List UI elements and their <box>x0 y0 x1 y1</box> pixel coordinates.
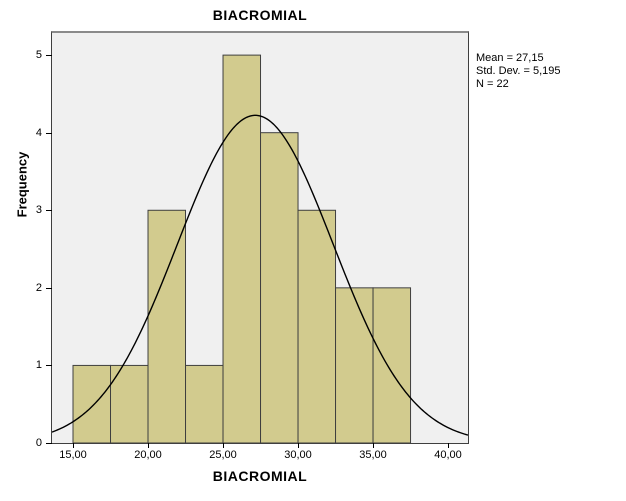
plot-area <box>51 31 469 444</box>
y-tick-mark <box>46 133 52 134</box>
histogram-bar <box>147 209 187 443</box>
stats-box: Mean = 27,15 Std. Dev. = 5,195 N = 22 <box>476 52 561 91</box>
histogram-bar <box>260 132 299 443</box>
y-tick-mark <box>46 288 52 289</box>
y-tick-label: 1 <box>35 359 42 371</box>
histogram-bar <box>335 287 374 443</box>
x-axis-label: BIACROMIAL <box>212 468 308 484</box>
y-tick-label: 3 <box>35 204 42 216</box>
histogram-bar <box>72 364 111 443</box>
stat-std-dev: Std. Dev. = 5,195 <box>476 65 561 77</box>
x-tick-label: 40,00 <box>434 449 462 461</box>
x-tick-mark <box>448 443 449 448</box>
y-tick-mark <box>46 365 52 366</box>
y-tick-label: 4 <box>35 127 42 139</box>
histogram-plot <box>52 54 468 443</box>
y-tick-label: 0 <box>35 437 42 449</box>
x-tick-label: 15,00 <box>59 449 87 461</box>
chart-title: BIACROMIAL <box>212 7 308 23</box>
y-tick-mark <box>46 210 52 211</box>
x-tick-label: 25,00 <box>209 449 237 461</box>
x-tick-label: 35,00 <box>359 449 387 461</box>
y-axis-label: Frequency <box>14 151 30 218</box>
histogram-bar <box>110 364 149 443</box>
histogram-bar <box>185 364 224 443</box>
y-tick-label: 2 <box>35 282 42 294</box>
y-tick-mark <box>46 443 52 444</box>
stat-n: N = 22 <box>476 78 509 90</box>
histogram-bar <box>297 209 337 443</box>
x-tick-label: 20,00 <box>134 449 162 461</box>
y-tick-label: 5 <box>35 49 42 61</box>
histogram-bar <box>222 54 262 443</box>
x-tick-mark <box>223 443 224 448</box>
x-tick-mark <box>148 443 149 448</box>
x-tick-mark <box>373 443 374 448</box>
y-tick-mark <box>46 55 52 56</box>
x-tick-mark <box>298 443 299 448</box>
x-tick-label: 30,00 <box>284 449 312 461</box>
histogram-bar <box>372 287 412 443</box>
x-tick-mark <box>73 443 74 448</box>
stat-mean: Mean = 27,15 <box>476 52 544 64</box>
normal-curve <box>52 114 468 436</box>
